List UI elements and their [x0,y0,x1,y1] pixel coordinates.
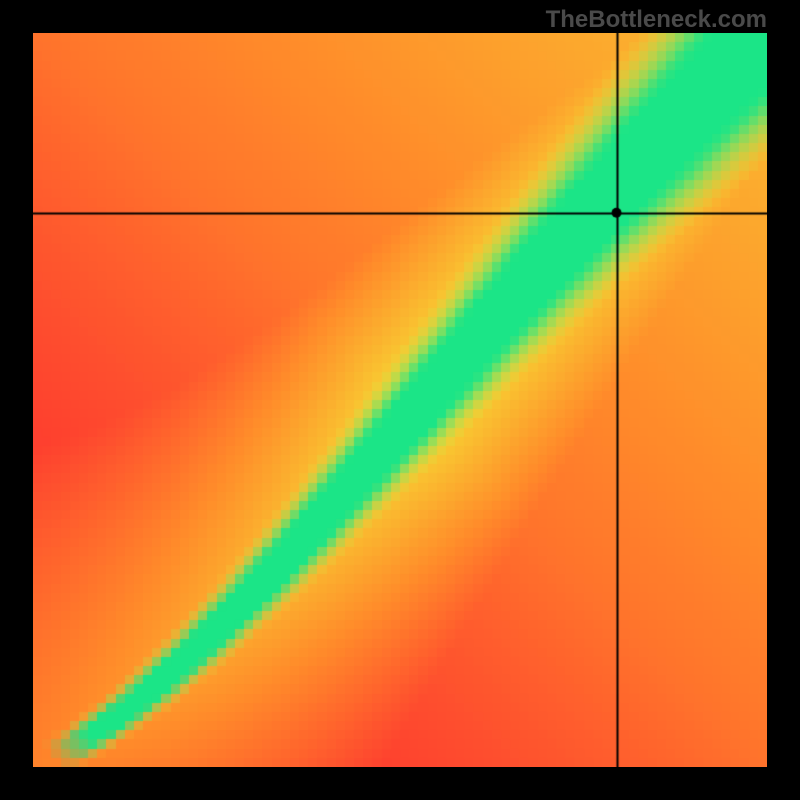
watermark-text: TheBottleneck.com [546,6,767,34]
chart-container: { "image": { "width": 800, "height": 800… [0,0,800,800]
crosshair-overlay [33,33,767,767]
